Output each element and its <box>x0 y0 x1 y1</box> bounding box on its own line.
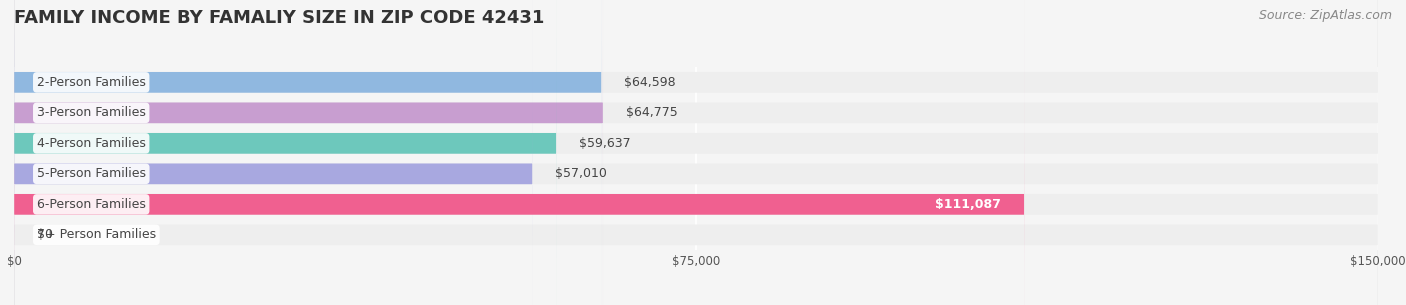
Text: 5-Person Families: 5-Person Families <box>37 167 146 180</box>
Text: Source: ZipAtlas.com: Source: ZipAtlas.com <box>1258 9 1392 22</box>
FancyBboxPatch shape <box>14 0 1378 305</box>
Text: 7+ Person Families: 7+ Person Families <box>37 228 156 241</box>
Text: $111,087: $111,087 <box>935 198 1001 211</box>
Text: $0: $0 <box>37 228 53 241</box>
Text: 6-Person Families: 6-Person Families <box>37 198 146 211</box>
FancyBboxPatch shape <box>14 0 603 305</box>
FancyBboxPatch shape <box>14 0 1378 305</box>
FancyBboxPatch shape <box>14 0 1378 305</box>
FancyBboxPatch shape <box>14 0 602 305</box>
Text: 2-Person Families: 2-Person Families <box>37 76 146 89</box>
FancyBboxPatch shape <box>14 0 533 305</box>
FancyBboxPatch shape <box>14 0 1378 305</box>
Text: $57,010: $57,010 <box>555 167 607 180</box>
Text: $64,598: $64,598 <box>624 76 676 89</box>
Text: $64,775: $64,775 <box>626 106 678 119</box>
FancyBboxPatch shape <box>14 0 1378 305</box>
Text: $59,637: $59,637 <box>579 137 631 150</box>
FancyBboxPatch shape <box>14 0 1024 305</box>
FancyBboxPatch shape <box>14 0 557 305</box>
Text: FAMILY INCOME BY FAMALIY SIZE IN ZIP CODE 42431: FAMILY INCOME BY FAMALIY SIZE IN ZIP COD… <box>14 9 544 27</box>
FancyBboxPatch shape <box>14 0 1378 305</box>
Text: 4-Person Families: 4-Person Families <box>37 137 146 150</box>
Text: 3-Person Families: 3-Person Families <box>37 106 146 119</box>
